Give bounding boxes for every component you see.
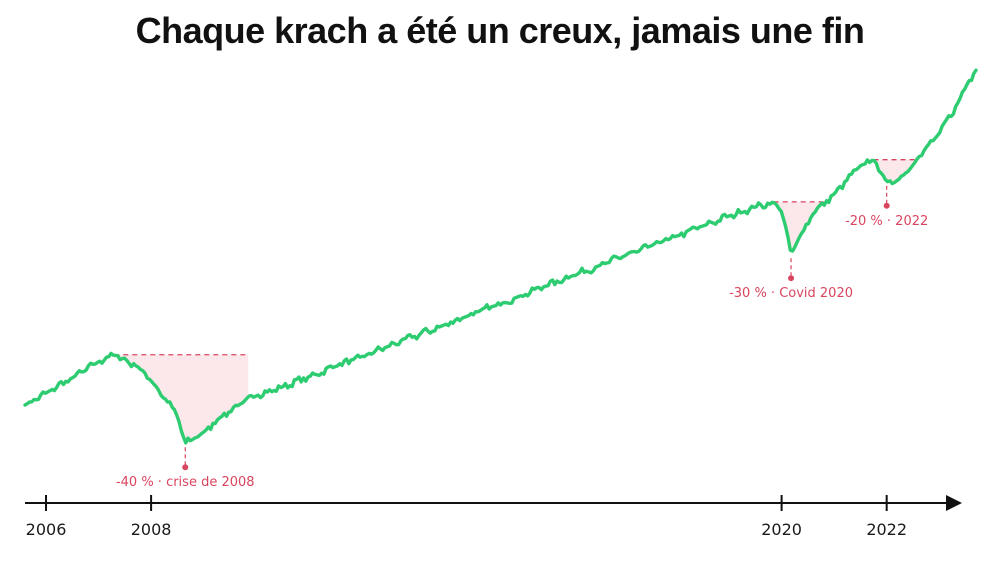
drawdown-marker-dot xyxy=(883,202,890,209)
series-layer xyxy=(23,68,978,445)
drawdown-label: -20 % · 2022 xyxy=(845,214,928,229)
drawdown-marker-dot xyxy=(182,464,189,471)
x-tick-label: 2022 xyxy=(866,520,907,539)
series-line xyxy=(23,68,978,445)
x-tick-label: 2008 xyxy=(131,520,172,539)
x-tick-label: 2006 xyxy=(26,520,67,539)
x-tick-label: 2020 xyxy=(761,520,802,539)
drawdown-area xyxy=(773,201,827,253)
drawdown-marker-dot xyxy=(788,275,795,282)
x-axis-arrow xyxy=(946,495,962,511)
chart-title: Chaque krach a été un creux, jamais une … xyxy=(135,10,865,51)
drawdown-label: -30 % · Covid 2020 xyxy=(729,286,853,301)
drawdown-label: -40 % · crise de 2008 xyxy=(116,475,255,490)
annotation-layer: -40 % · crise de 2008 -30 % · Covid 2020 -… xyxy=(116,185,928,490)
x-axis: 2006 2008 2020 2022 xyxy=(25,495,962,539)
